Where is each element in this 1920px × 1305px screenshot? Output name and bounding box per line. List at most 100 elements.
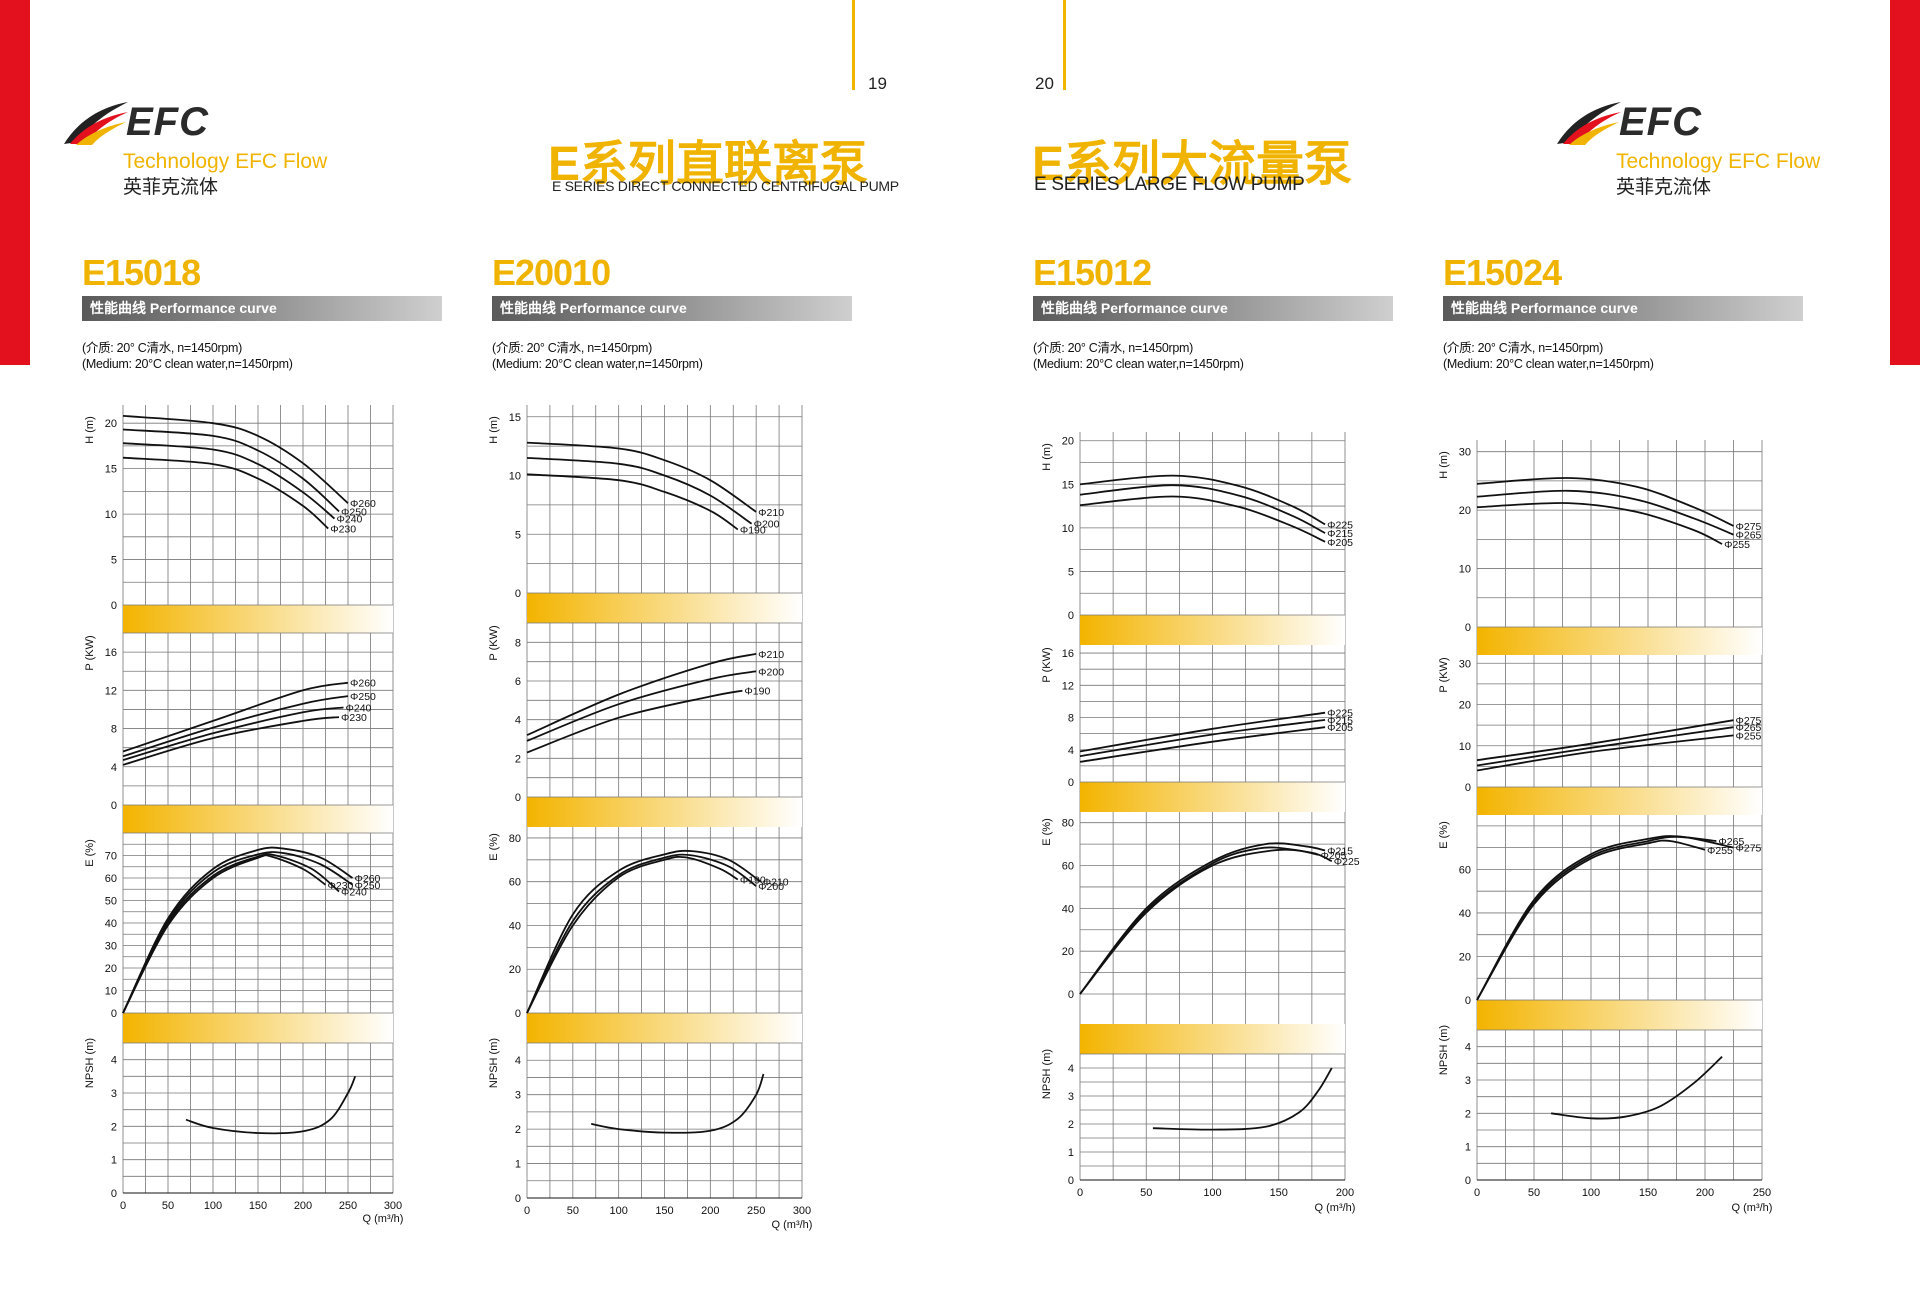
- head-tick-label: 10: [1062, 523, 1074, 535]
- head-tick-label: 20: [1062, 436, 1074, 448]
- x-tick-label: 0: [1474, 1187, 1480, 1199]
- efficiency-curve: [526, 855, 739, 1014]
- npsh-axis-title: NPSH (m): [1438, 1025, 1450, 1075]
- power-tick-label: 30: [1459, 658, 1471, 670]
- npsh-tick-label: 2: [1068, 1119, 1074, 1131]
- head-series-label: Φ240: [337, 514, 363, 526]
- power-series-label: Φ225: [1327, 708, 1353, 720]
- model-title: E15018: [82, 252, 201, 293]
- efficiency-tick-label: 0: [1068, 989, 1074, 1001]
- head-series-label: Φ190: [740, 525, 766, 537]
- power-axis-title: P (KW): [488, 625, 500, 660]
- x-tick-label: 200: [1336, 1187, 1354, 1199]
- medium-note-cn: (介质: 20° C清水, n=1450rpm): [82, 341, 243, 355]
- power-curve: [1476, 719, 1734, 762]
- brand-logo-left: EFC Technology EFC Flow 英菲克流体: [60, 98, 350, 198]
- left-page-subtitle: E SERIES DIRECT CONNECTED CENTRIFUGAL PU…: [552, 178, 899, 194]
- head-series-label: Φ255: [1724, 539, 1750, 551]
- head-series-label: Φ210: [758, 507, 784, 519]
- power-series-label: Φ275: [1736, 715, 1762, 727]
- head-curve: [526, 457, 753, 525]
- efficiency-curve: [1476, 835, 1717, 1001]
- head-tick-label: 20: [1459, 505, 1471, 517]
- head-tick-label: 10: [105, 509, 117, 521]
- efficiency-curve: [122, 853, 340, 1014]
- section-band: [527, 593, 802, 623]
- head-tick-label: 10: [509, 471, 521, 483]
- power-curve: [1079, 711, 1326, 753]
- medium-note-cn: (介质: 20° C清水, n=1450rpm): [492, 341, 653, 355]
- power-curve: [526, 689, 743, 754]
- power-series-label: Φ190: [744, 686, 770, 698]
- efficiency-tick-label: 30: [105, 941, 117, 953]
- efficiency-tick-label: 40: [509, 920, 521, 932]
- section-band: [1080, 782, 1345, 812]
- power-tick-label: 2: [515, 753, 521, 765]
- npsh-tick-label: 1: [111, 1155, 117, 1167]
- section-band: [527, 1013, 802, 1043]
- head-curve: [1079, 495, 1326, 543]
- efficiency-axis-title: E (%): [488, 833, 500, 861]
- page-number-right: 20: [1035, 74, 1054, 93]
- model-title: E20010: [492, 252, 611, 293]
- head-curve: [122, 456, 329, 530]
- npsh-tick-label: 0: [1465, 1175, 1471, 1187]
- power-curve: [1476, 726, 1734, 767]
- npsh-tick-label: 2: [111, 1121, 117, 1133]
- head-tick-label: 0: [111, 600, 117, 612]
- npsh-tick-label: 4: [1465, 1042, 1471, 1054]
- npsh-curve: [1152, 1067, 1333, 1131]
- x-tick-label: 0: [524, 1205, 530, 1217]
- section-band: [1477, 1000, 1762, 1030]
- npsh-curve: [591, 1073, 765, 1134]
- head-tick-label: 5: [1068, 566, 1074, 578]
- power-curve: [1079, 726, 1326, 763]
- power-tick-label: 8: [1068, 713, 1074, 725]
- brand-chinese: 英菲克流体: [123, 177, 219, 198]
- efficiency-tick-label: 20: [105, 963, 117, 975]
- npsh-tick-label: 4: [111, 1055, 117, 1067]
- left-page-title: E系列直联离泵: [548, 138, 869, 191]
- head-curve: [1079, 484, 1326, 534]
- power-tick-label: 8: [515, 637, 521, 649]
- x-axis-title: Q (m³/h): [363, 1213, 404, 1225]
- head-tick-label: 10: [1459, 564, 1471, 576]
- power-axis-title: P (KW): [1438, 657, 1450, 692]
- power-tick-label: 4: [1068, 745, 1074, 757]
- power-curve: [526, 670, 757, 742]
- x-tick-label: 0: [1077, 1187, 1083, 1199]
- power-series-label: Φ215: [1327, 715, 1353, 727]
- head-axis-title: H (m): [1438, 451, 1450, 479]
- head-curve: [1476, 502, 1723, 545]
- power-series-label: Φ265: [1736, 722, 1762, 734]
- power-curve: [1476, 734, 1734, 772]
- power-curve: [122, 706, 344, 761]
- brand-tagline: Technology EFC Flow: [1616, 150, 1821, 173]
- x-tick-label: 50: [1140, 1187, 1152, 1199]
- head-curve: [122, 428, 340, 513]
- section-band: [1477, 787, 1762, 815]
- power-tick-label: 10: [1459, 741, 1471, 753]
- section-band: [1080, 615, 1345, 645]
- section-band: [1477, 627, 1762, 655]
- x-tick-label: 100: [204, 1200, 222, 1212]
- head-curve: [1476, 489, 1734, 536]
- head-tick-label: 30: [1459, 447, 1471, 459]
- npsh-tick-label: 3: [1068, 1091, 1074, 1103]
- section-band: [123, 1013, 393, 1043]
- efficiency-series-label: Φ240: [341, 887, 367, 899]
- medium-note-en: (Medium: 20°C clean water,n=1450rpm): [1443, 357, 1654, 371]
- efficiency-series-label: Φ230: [328, 880, 354, 892]
- efficiency-curve: [1476, 839, 1706, 1001]
- x-tick-label: 100: [1203, 1187, 1221, 1199]
- head-curve: [122, 442, 336, 520]
- power-curve: [122, 695, 349, 758]
- x-tick-label: 50: [567, 1205, 579, 1217]
- power-series-label: Φ250: [350, 691, 376, 703]
- power-tick-label: 16: [105, 647, 117, 659]
- efficiency-tick-label: 60: [509, 877, 521, 889]
- head-curve: [526, 441, 757, 513]
- model-title: E15012: [1033, 252, 1152, 293]
- left-page-line: [852, 0, 855, 90]
